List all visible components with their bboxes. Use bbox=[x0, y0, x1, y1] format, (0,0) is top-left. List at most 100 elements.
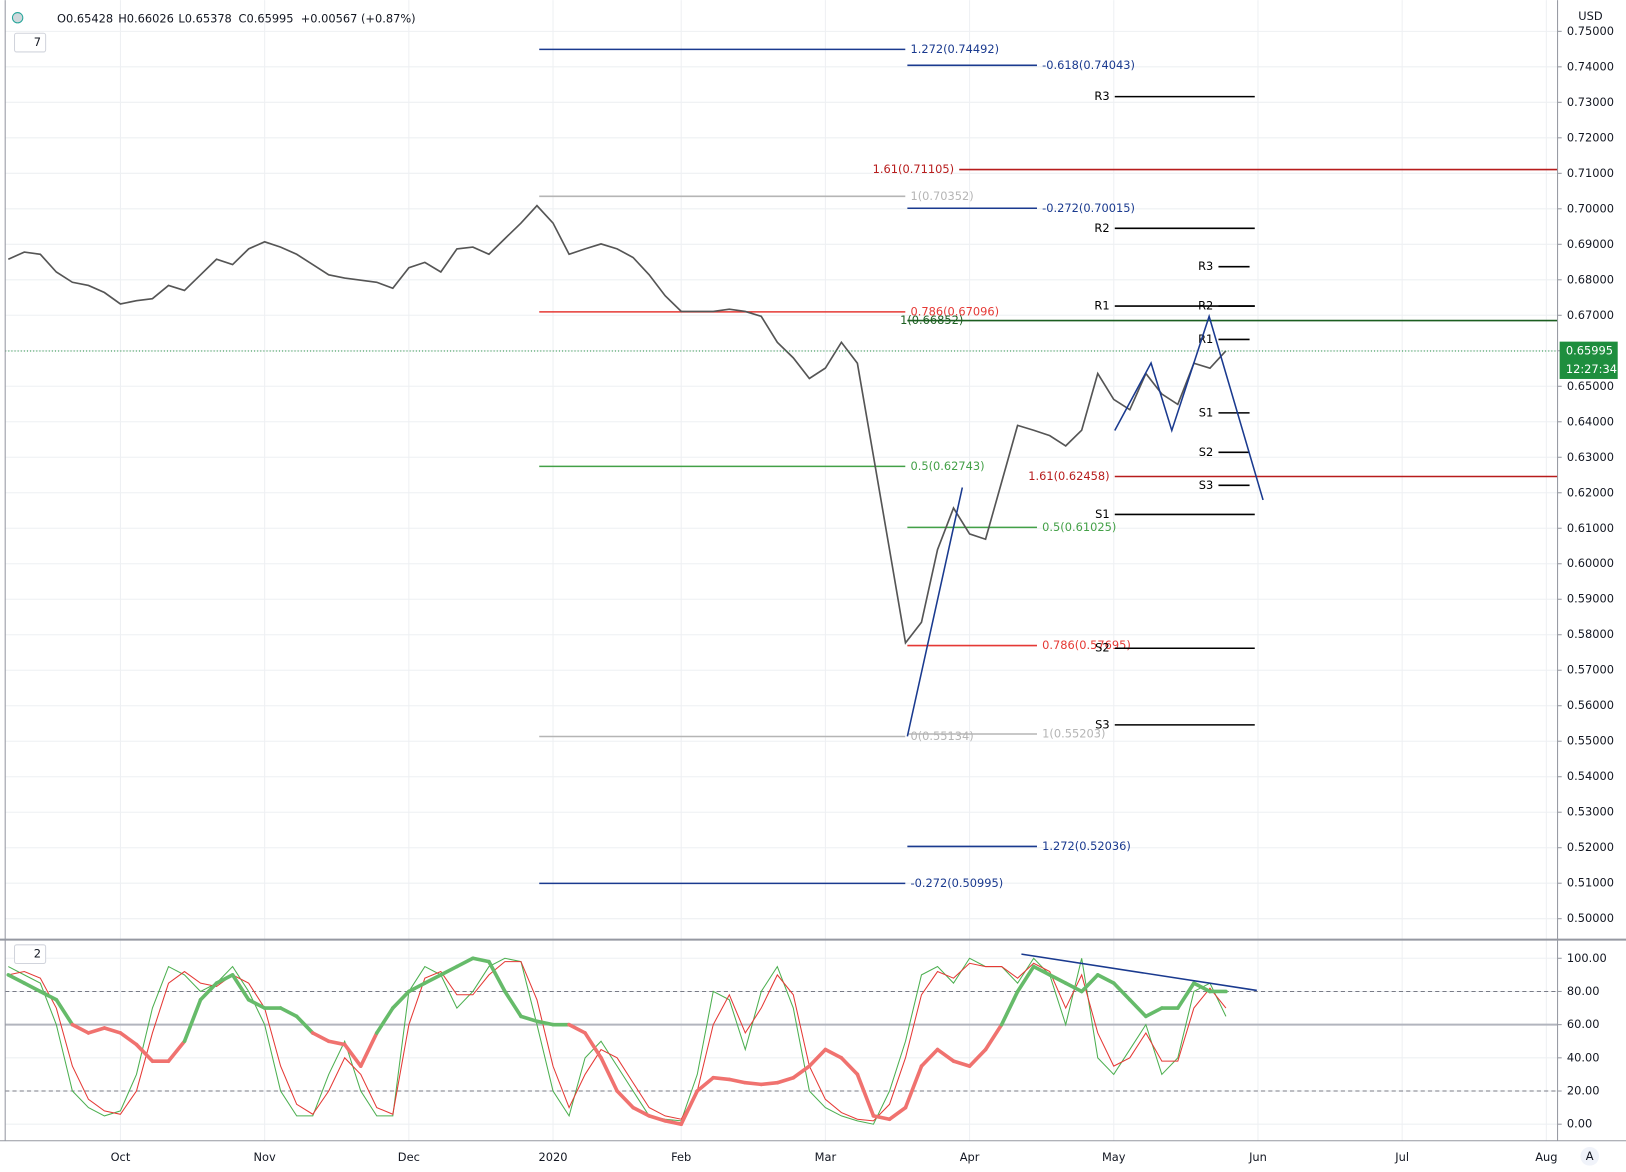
level-label: -0.618(0.74043) bbox=[1042, 58, 1135, 72]
y-tick-label: 0.65000 bbox=[1567, 379, 1614, 393]
auto-scale[interactable] bbox=[1580, 1147, 1600, 1166]
study-count: 7 bbox=[34, 35, 41, 49]
symbol-icon[interactable] bbox=[11, 12, 24, 24]
y-tick-label: 0.63000 bbox=[1567, 450, 1614, 464]
oscillator-segment bbox=[695, 1075, 716, 1093]
oscillator-line bbox=[8, 961, 1227, 1122]
oscillator-segment bbox=[583, 1031, 603, 1060]
oscillator-segment bbox=[407, 981, 427, 994]
currency: USD bbox=[1578, 9, 1603, 23]
oscillator-segment bbox=[278, 1006, 299, 1019]
level-label: R3 bbox=[1198, 259, 1213, 273]
close: C0.65995 bbox=[239, 11, 294, 25]
oscillator-segment bbox=[1176, 981, 1196, 1010]
y-tick-label: 80.00 bbox=[1567, 984, 1600, 998]
oscillator-segment bbox=[1144, 1006, 1164, 1019]
oscillator-segment bbox=[647, 1114, 667, 1123]
level-label: R2 bbox=[1198, 299, 1213, 313]
oscillator-segment bbox=[567, 1022, 587, 1035]
oscillator-segment bbox=[1079, 973, 1100, 994]
level-label: 1.61(0.62458) bbox=[1028, 469, 1109, 483]
y-tick-label: 0.58000 bbox=[1567, 627, 1614, 641]
oscillator-segment bbox=[839, 1056, 860, 1077]
x-tick-label: Apr bbox=[960, 1150, 980, 1164]
oscillator-segment bbox=[198, 981, 219, 1002]
price-line bbox=[7, 204, 1227, 645]
oscillator-segment bbox=[519, 1014, 539, 1024]
y-tick-label: 0.57000 bbox=[1567, 663, 1614, 677]
level-label: S1 bbox=[1095, 507, 1109, 521]
oscillator-segment bbox=[1127, 997, 1148, 1019]
oscillator-segment bbox=[1192, 981, 1212, 994]
oscillator-segment bbox=[1063, 981, 1084, 994]
y-tick-label: 60.00 bbox=[1567, 1017, 1600, 1031]
oscillator-segment bbox=[791, 1064, 812, 1080]
oscillator-segment bbox=[1031, 964, 1052, 977]
level-label: -0.272(0.50995) bbox=[910, 876, 1003, 890]
oscillator-segment bbox=[999, 989, 1020, 1027]
oscillator-segment bbox=[182, 997, 203, 1044]
oscillator-segment bbox=[663, 1119, 684, 1127]
oscillator-segment bbox=[935, 1047, 956, 1063]
level-label: S2 bbox=[1095, 641, 1109, 655]
level-label: 1.61(0.71105) bbox=[873, 162, 954, 176]
y-tick-label: 0.68000 bbox=[1567, 272, 1614, 286]
study-toggle[interactable] bbox=[13, 944, 47, 964]
y-tick-label: 0.53000 bbox=[1567, 805, 1614, 819]
oscillator-segment bbox=[1047, 973, 1068, 985]
oscillator-segment bbox=[214, 973, 235, 985]
y-tick-label: 0.00 bbox=[1567, 1117, 1592, 1131]
oscillator-segment bbox=[775, 1075, 796, 1085]
oscillator-segment bbox=[22, 981, 43, 994]
y-tick-label: 0.54000 bbox=[1567, 769, 1614, 783]
oscillator-segment bbox=[310, 1031, 331, 1044]
oscillator-segment bbox=[1111, 981, 1132, 1002]
level-label: 1(0.66852) bbox=[900, 313, 963, 327]
oscillator-segment bbox=[903, 1064, 924, 1110]
level-label: 0.5(0.61025) bbox=[1042, 520, 1116, 534]
y-tick-label: 0.67000 bbox=[1567, 308, 1614, 322]
oscillator-segment bbox=[919, 1047, 940, 1068]
oscillator-segment bbox=[118, 1031, 139, 1047]
y-tick-label: 0.75000 bbox=[1567, 24, 1614, 38]
x-tick-label: Feb bbox=[671, 1150, 691, 1164]
oscillator-segment bbox=[887, 1105, 908, 1122]
osc-trend-drawing bbox=[1021, 953, 1257, 992]
oscillator-segment bbox=[823, 1047, 844, 1060]
oscillator-segment bbox=[503, 989, 523, 1019]
oscillator-segment bbox=[807, 1047, 828, 1068]
x-tick-label: Oct bbox=[111, 1150, 131, 1164]
oscillator-segment bbox=[134, 1042, 155, 1063]
oscillator-segment bbox=[855, 1072, 876, 1118]
oscillator-segment bbox=[423, 973, 443, 985]
x-tick-label: Mar bbox=[815, 1150, 837, 1164]
oscillator-segment bbox=[983, 1022, 1004, 1052]
oscillator-segment bbox=[294, 1014, 315, 1035]
level-label: R3 bbox=[1094, 89, 1109, 103]
oscillator-segment bbox=[230, 973, 251, 1002]
y-tick-label: 0.72000 bbox=[1567, 130, 1614, 144]
open: O0.65428 bbox=[57, 11, 113, 25]
level-label: S1 bbox=[1199, 405, 1213, 419]
level-label: 0.786(0.57695) bbox=[1042, 638, 1131, 652]
x-tick-label: Aug bbox=[1535, 1150, 1557, 1164]
oscillator-segment bbox=[342, 1042, 363, 1068]
study-count: 2 bbox=[34, 947, 41, 961]
oscillator-segment bbox=[326, 1039, 347, 1047]
level-label: 0.5(0.62743) bbox=[910, 459, 984, 473]
oscillator-segment bbox=[455, 956, 475, 969]
countdown: 12:27:34 bbox=[1566, 362, 1617, 376]
oscillator-segment bbox=[743, 1080, 764, 1087]
oscillator-segment bbox=[38, 989, 59, 1002]
x-tick-label: 2020 bbox=[539, 1150, 568, 1164]
y-tick-label: 20.00 bbox=[1567, 1084, 1600, 1098]
y-tick-label: 0.62000 bbox=[1567, 485, 1614, 499]
low: L0.65378 bbox=[178, 11, 231, 25]
level-label: 0(0.55134) bbox=[910, 729, 973, 743]
study-toggle[interactable] bbox=[13, 32, 47, 53]
level-label: 1(0.70352) bbox=[910, 189, 973, 203]
marks bbox=[5, 204, 1558, 1127]
y-tick-label: 40.00 bbox=[1567, 1050, 1600, 1064]
